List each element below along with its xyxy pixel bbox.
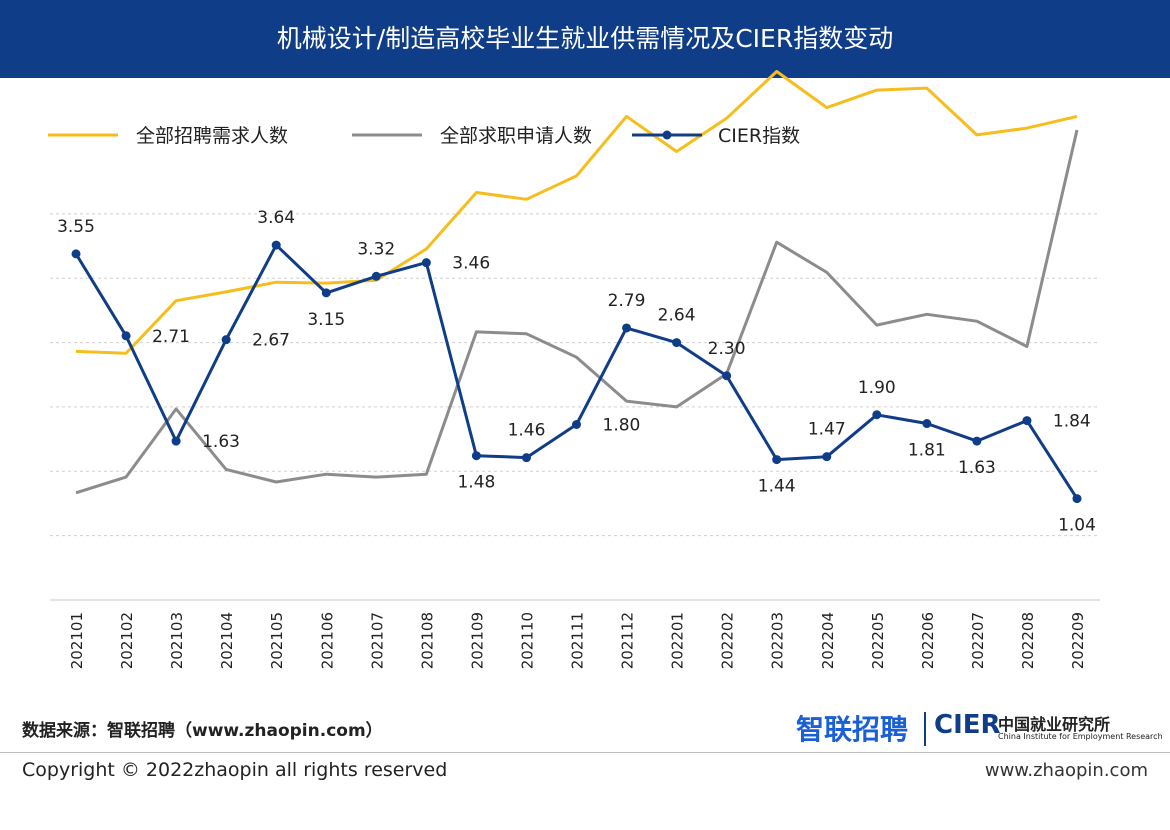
x-tick-label: 202109: [468, 612, 486, 669]
cier-point: [622, 323, 632, 333]
cier-data-label: 2.67: [252, 331, 290, 351]
cier-data-label: 2.71: [152, 327, 190, 347]
x-tick-label: 202207: [969, 612, 987, 669]
zhilian-logo: 智联招聘: [796, 713, 909, 746]
cier-data-label: 1.90: [858, 378, 896, 398]
page-title: 机械设计/制造高校毕业生就业供需情况及CIER指数变动: [276, 24, 894, 53]
cier-data-label: 3.15: [307, 310, 345, 330]
cier-point: [872, 410, 882, 420]
cier-logo-en: China Institute for Employment Research: [998, 732, 1163, 741]
x-tick-label: 202203: [769, 612, 787, 669]
cier-data-label: 1.04: [1058, 516, 1096, 536]
x-tick-label: 202208: [1019, 612, 1037, 669]
x-tick-label: 202105: [268, 612, 286, 669]
cier-data-label: 1.44: [758, 477, 796, 497]
cier-point: [922, 419, 932, 429]
cier-point: [371, 271, 381, 281]
legend-label-2: CIER指数: [718, 125, 800, 147]
logo-divider: [924, 712, 926, 746]
cier-point: [521, 453, 531, 463]
x-tick-label: 202108: [418, 612, 436, 669]
x-tick-label: 202204: [819, 612, 837, 669]
cier-point: [972, 436, 982, 446]
cier-point: [221, 335, 231, 345]
x-tick-label: 202106: [318, 612, 336, 669]
cier-point: [822, 452, 832, 462]
cier-point: [321, 288, 331, 298]
cier-point: [71, 249, 81, 259]
cier-data-label: 2.64: [658, 306, 696, 326]
cier-data-label: 1.47: [808, 420, 846, 440]
cier-point: [572, 420, 581, 429]
cier-data-label: 3.32: [357, 239, 395, 259]
x-tick-label: 202112: [619, 612, 637, 669]
cier-point: [421, 258, 431, 268]
x-tick-label: 202201: [669, 612, 687, 669]
copyright-text: Copyright © 2022zhaopin all rights reser…: [22, 759, 448, 781]
cier-logo-cn: 中国就业研究所: [998, 715, 1111, 734]
legend-marker: [662, 130, 672, 140]
cier-point: [672, 338, 682, 348]
x-tick-label: 202107: [368, 612, 386, 669]
footer-divider: [0, 752, 1170, 753]
cier-data-label: 1.46: [508, 421, 546, 441]
cier-data-label: 2.79: [608, 291, 646, 311]
source-text: 数据来源：智联招聘（www.zhaopin.com）: [22, 721, 383, 741]
cier-data-label: 1.63: [958, 458, 996, 478]
cier-data-label: 1.63: [202, 432, 240, 452]
cier-point: [1022, 416, 1032, 426]
cier-data-label: 3.64: [257, 208, 295, 228]
cier-point: [772, 455, 782, 465]
x-tick-label: 202206: [919, 612, 937, 669]
cier-point: [1072, 494, 1082, 504]
cier-data-label: 3.55: [57, 217, 95, 237]
cier-point: [271, 240, 281, 250]
cier-data-label: 1.84: [1053, 412, 1091, 432]
legend-label-0: 全部招聘需求人数: [136, 125, 288, 147]
cier-data-label: 1.48: [457, 473, 495, 493]
x-tick-label: 202209: [1069, 612, 1087, 669]
site-url: www.zhaopin.com: [984, 760, 1148, 781]
cier-point: [171, 436, 181, 446]
title-bar: [0, 0, 1170, 78]
series-line-1: [75, 129, 1079, 495]
series-line-2: [74, 243, 1079, 500]
cier-point: [722, 371, 732, 381]
cier-data-label: 1.80: [603, 416, 641, 436]
x-tick-label: 202111: [569, 612, 587, 669]
cier-point: [121, 331, 131, 341]
x-tick-label: 202104: [218, 612, 236, 669]
x-tick-label: 202202: [719, 612, 737, 669]
line-chart: 202101 202102 202103 202104 202105 202106 2021…: [48, 70, 1100, 669]
x-tick-label: 202110: [518, 612, 536, 669]
cier-logo: CIER: [934, 710, 1001, 740]
x-tick-label: 202102: [118, 612, 136, 669]
cier-point: [471, 451, 481, 461]
x-tick-label: 202205: [869, 612, 887, 669]
series-line-0: [75, 70, 1078, 355]
cier-data-label: 1.81: [908, 441, 946, 461]
x-tick-label: 202103: [168, 612, 186, 669]
legend-label-1: 全部求职申请人数: [440, 125, 592, 147]
cier-data-label: 3.46: [452, 254, 490, 274]
cier-data-label: 2.30: [708, 339, 746, 359]
x-tick-label: 202101: [68, 612, 86, 669]
